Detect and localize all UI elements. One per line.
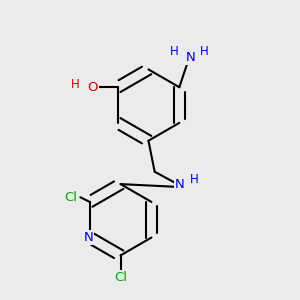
Text: H: H xyxy=(71,78,80,91)
Text: Cl: Cl xyxy=(64,191,78,204)
Text: Cl: Cl xyxy=(114,271,127,284)
Text: H: H xyxy=(190,173,199,186)
Text: N: N xyxy=(186,51,195,64)
Text: H: H xyxy=(170,45,179,58)
Text: N: N xyxy=(175,178,184,190)
Text: O: O xyxy=(88,81,98,94)
Text: H: H xyxy=(200,45,208,58)
Text: N: N xyxy=(83,231,93,244)
